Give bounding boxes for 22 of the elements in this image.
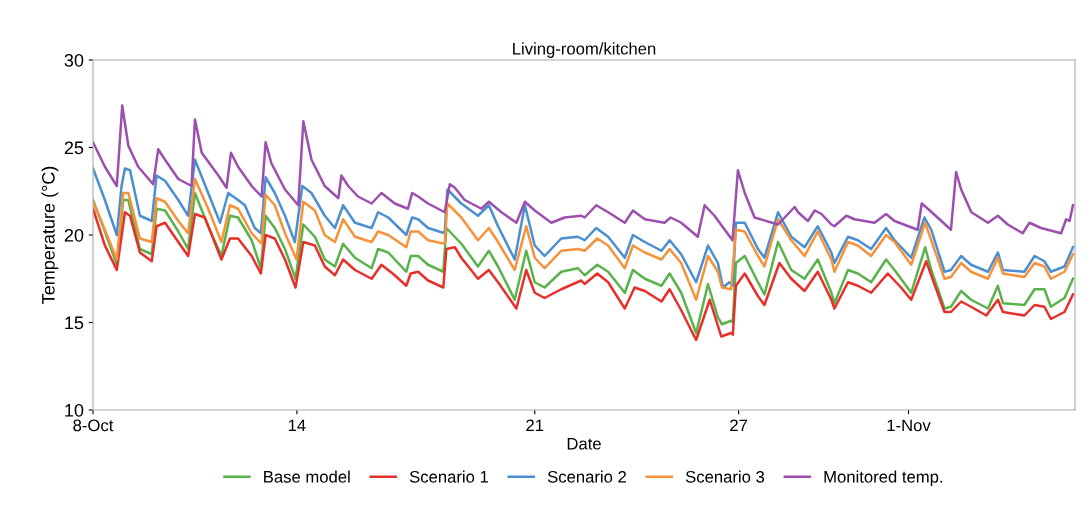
chart-title: Living-room/kitchen: [513, 42, 656, 58]
x-tick-label: 27: [730, 419, 748, 432]
x-tick-label: 1-Nov: [887, 419, 931, 432]
x-tick-label: 14: [288, 419, 306, 432]
line-series: [93, 104, 1075, 242]
x-axis-title: Date: [567, 437, 601, 450]
y-tick-label: 30: [64, 53, 84, 67]
y-tick-label: 10: [65, 403, 84, 417]
legend-label: Scenario 3: [685, 470, 765, 483]
line-series: [93, 158, 1075, 289]
legend-label: Scenario 2: [547, 470, 626, 483]
legend-label: Scenario 1: [409, 470, 488, 483]
y-tick-label: 15: [65, 316, 84, 330]
legend-label: Monitored temp.: [824, 470, 943, 487]
y-tick-label: 20: [64, 228, 84, 242]
x-tick-label: 8-Oct: [73, 419, 114, 432]
y-tick-label: 25: [64, 141, 84, 155]
line-series: [93, 207, 1075, 342]
legend-label: Base model: [264, 470, 350, 483]
x-tick-label: 21: [526, 419, 544, 432]
line-series: [93, 177, 1075, 301]
y-axis-title: Temperature (°C): [41, 166, 59, 304]
